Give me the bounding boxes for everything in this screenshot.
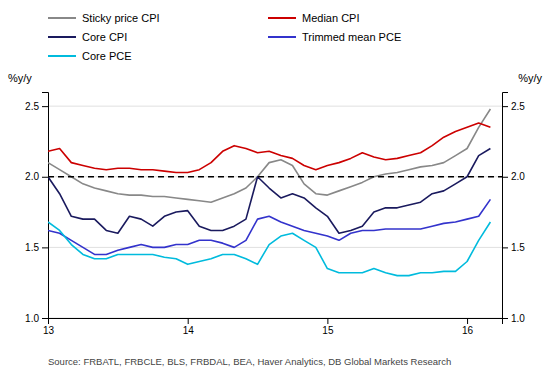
tick: 14 bbox=[183, 318, 195, 336]
legend-label: Sticky price CPI bbox=[82, 12, 160, 24]
tick: 1.0 bbox=[25, 313, 48, 324]
y2-axis-label: %y/y bbox=[518, 72, 542, 84]
legend-swatch bbox=[48, 55, 76, 57]
tick: 15 bbox=[322, 318, 334, 336]
source-note: Source: FRBATL, FRBCLE, BLS, FRBDAL, BEA… bbox=[48, 356, 451, 367]
series-line bbox=[48, 123, 490, 172]
grid-line bbox=[48, 176, 502, 177]
tick: 1.5 bbox=[502, 242, 525, 253]
grid bbox=[48, 106, 502, 318]
tick-label: 2.0 bbox=[25, 171, 39, 182]
tick-label: 2.5 bbox=[511, 101, 525, 112]
tick-mark bbox=[327, 318, 328, 324]
tick-mark bbox=[502, 106, 508, 107]
legend-label: Trimmed mean PCE bbox=[302, 31, 401, 43]
tick-mark bbox=[502, 318, 508, 319]
legend-swatch bbox=[48, 17, 76, 19]
tick-mark bbox=[502, 177, 508, 178]
y-axis-label: %y/y bbox=[8, 72, 32, 84]
tick: 2.5 bbox=[25, 101, 48, 112]
tick-mark bbox=[42, 177, 48, 178]
tick-label: 1.0 bbox=[25, 313, 39, 324]
tick-label: 14 bbox=[183, 325, 195, 336]
x-axis: 13 14 15 16 bbox=[43, 318, 503, 336]
tick-label: 16 bbox=[462, 325, 474, 336]
tick: 13 bbox=[43, 318, 55, 336]
legend-item: Sticky price CPI bbox=[48, 12, 160, 24]
tick-label: 2.0 bbox=[511, 171, 525, 182]
axis-line bbox=[49, 319, 503, 325]
tick: 1.5 bbox=[25, 242, 48, 253]
legend-swatch bbox=[268, 17, 296, 19]
tick: 2.0 bbox=[502, 171, 525, 182]
grid-line bbox=[48, 247, 502, 248]
legend-item: Trimmed mean PCE bbox=[268, 31, 401, 43]
reference-line bbox=[48, 176, 502, 178]
legend-swatch bbox=[268, 36, 296, 38]
legend-item: Core PCE bbox=[48, 50, 132, 62]
tick-label: 13 bbox=[43, 325, 55, 336]
tick-mark bbox=[467, 318, 468, 324]
y2-axis: 1.0 1.5 2.0 2.5 bbox=[502, 93, 525, 324]
legend-item: Core CPI bbox=[48, 31, 127, 43]
legend-label: Core CPI bbox=[82, 31, 127, 43]
tick: 2.0 bbox=[25, 171, 48, 182]
series-line bbox=[48, 149, 490, 234]
tick: 16 bbox=[462, 318, 474, 336]
tick-mark bbox=[502, 247, 508, 248]
tick-label: 1.5 bbox=[511, 242, 525, 253]
axis-line bbox=[42, 93, 49, 319]
legend-label: Core PCE bbox=[82, 50, 132, 62]
tick-mark bbox=[42, 318, 48, 319]
axis-line bbox=[503, 93, 509, 319]
tick-label: 1.0 bbox=[511, 313, 525, 324]
legend-label: Median CPI bbox=[302, 12, 359, 24]
tick: 2.5 bbox=[502, 101, 525, 112]
legend-item: Median CPI bbox=[268, 12, 359, 24]
plot-area bbox=[48, 109, 502, 276]
series-line bbox=[48, 222, 490, 276]
tick-mark bbox=[42, 247, 48, 248]
tick-label: 2.5 bbox=[25, 101, 39, 112]
series-line bbox=[48, 199, 490, 254]
y-axis: 1.0 1.5 2.0 2.5 bbox=[25, 93, 48, 324]
tick-label: 15 bbox=[322, 325, 334, 336]
legend-swatch bbox=[48, 36, 76, 38]
tick-label: 1.5 bbox=[25, 242, 39, 253]
tick: 1.0 bbox=[502, 313, 525, 324]
chart: 13 14 15 16 1.0 1.5 2.0 2.5 1.0 1.5 2.0 2.5 %y/y %y/y… bbox=[0, 0, 550, 373]
grid-line bbox=[48, 106, 502, 107]
tick-mark bbox=[188, 318, 189, 324]
tick-mark bbox=[42, 106, 48, 107]
legend: Sticky price CPI Median CPI Core CPI Trimme… bbox=[48, 12, 401, 62]
